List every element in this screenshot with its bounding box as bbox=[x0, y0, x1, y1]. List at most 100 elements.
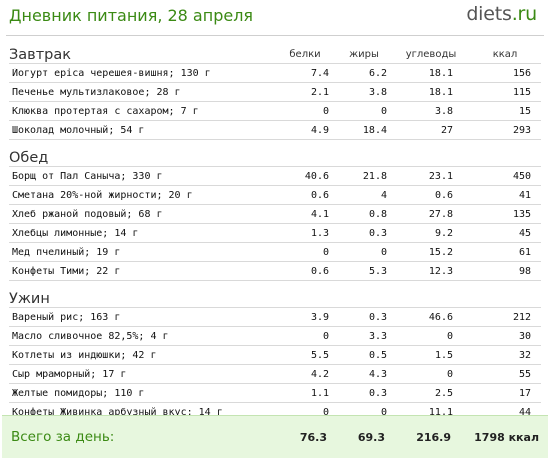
site-logo[interactable]: diets.ru bbox=[466, 3, 537, 25]
food-kcal: 15 bbox=[518, 105, 531, 117]
food-kcal: 30 bbox=[518, 330, 531, 342]
food-carbs: 27.8 bbox=[428, 208, 453, 220]
food-protein: 0.6 bbox=[310, 189, 329, 201]
food-kcal: 55 bbox=[518, 368, 531, 380]
food-fat: 0.3 bbox=[368, 227, 387, 239]
meal-section: Завтрак белки жиры углеводы ккал Йогурт epica… bbox=[9, 41, 541, 140]
column-header-fat: жиры bbox=[349, 49, 379, 60]
food-row[interactable]: Желтые помидоры; 110 г 1.1 0.3 2.5 17 bbox=[9, 384, 541, 403]
food-protein: 0 bbox=[322, 246, 329, 258]
meal-title: Завтрак bbox=[9, 47, 72, 63]
food-carbs: 0 bbox=[446, 368, 453, 380]
food-protein: 7.4 bbox=[310, 67, 329, 79]
totals-bar: Всего за день: 76.3 69.3 216.9 1798 ккал bbox=[2, 415, 548, 458]
food-fat: 18.4 bbox=[362, 124, 387, 136]
total-kcal: 1798 ккал bbox=[474, 430, 539, 444]
total-protein: 76.3 bbox=[299, 430, 327, 444]
food-row[interactable]: Печенье мультизлаковое; 28 г 2.1 3.8 18.1 11… bbox=[9, 83, 541, 102]
food-protein: 5.5 bbox=[310, 349, 329, 361]
food-row[interactable]: Хлебцы лимонные; 14 г 1.3 0.3 9.2 45 bbox=[9, 224, 541, 243]
header-divider bbox=[6, 35, 544, 36]
food-protein: 4.2 bbox=[310, 368, 329, 380]
food-kcal: 450 bbox=[512, 170, 531, 182]
food-kcal: 17 bbox=[518, 387, 531, 399]
food-name: Желтые помидоры; 110 г bbox=[12, 387, 145, 399]
page-title: Дневник питания, 28 апреля bbox=[9, 6, 254, 25]
food-carbs: 9.2 bbox=[434, 227, 453, 239]
food-row[interactable]: Масло сливочное 82,5%; 4 г 0 3.3 0 30 bbox=[9, 327, 541, 346]
food-carbs: 2.5 bbox=[434, 387, 453, 399]
food-name: Хлеб ржаной подовый; 68 г bbox=[12, 208, 163, 220]
food-kcal: 212 bbox=[512, 311, 531, 323]
food-carbs: 11.1 bbox=[428, 406, 453, 418]
column-header-carbs: углеводы bbox=[405, 49, 457, 60]
food-fat: 0.5 bbox=[368, 349, 387, 361]
meal-header: Завтрак белки жиры углеводы ккал bbox=[9, 41, 541, 63]
total-carbs: 216.9 bbox=[416, 430, 451, 444]
food-name: Масло сливочное 82,5%; 4 г bbox=[12, 330, 169, 342]
food-name: Борщ от Пал Саныча; 330 г bbox=[12, 170, 163, 182]
totals-label: Всего за день: bbox=[11, 429, 115, 445]
food-carbs: 0 bbox=[446, 330, 453, 342]
food-name: Шоколад молочный; 54 г bbox=[12, 124, 145, 136]
food-name: Печенье мультизлаковое; 28 г bbox=[12, 86, 181, 98]
food-fat: 0 bbox=[380, 105, 387, 117]
food-row[interactable]: Йогурт epica черешея-вишня; 130 г 7.4 6.2 1… bbox=[9, 63, 541, 83]
food-carbs: 12.3 bbox=[428, 265, 453, 277]
food-carbs: 15.2 bbox=[428, 246, 453, 258]
food-kcal: 44 bbox=[518, 406, 531, 418]
logo-main: diets bbox=[466, 3, 512, 25]
food-protein: 0 bbox=[322, 105, 329, 117]
food-name: Клюква протертая с сахаром; 7 г bbox=[12, 105, 199, 117]
food-row[interactable]: Борщ от Пал Саныча; 330 г 40.6 21.8 23.1 450 bbox=[9, 166, 541, 186]
food-fat: 3.3 bbox=[368, 330, 387, 342]
food-protein: 40.6 bbox=[304, 170, 329, 182]
food-row[interactable]: Сметана 20%-ной жирности; 20 г 0.6 4 0.6 41 bbox=[9, 186, 541, 205]
food-carbs: 0.6 bbox=[434, 189, 453, 201]
food-fat: 3.8 bbox=[368, 86, 387, 98]
food-name: Конфеты Тими; 22 г bbox=[12, 265, 121, 277]
food-name: Йогурт epica черешея-вишня; 130 г bbox=[12, 67, 211, 79]
food-kcal: 115 bbox=[512, 86, 531, 98]
column-header-kcal: ккал bbox=[492, 49, 518, 60]
food-protein: 4.9 bbox=[310, 124, 329, 136]
page-header: Дневник питания, 28 апреля diets.ru bbox=[0, 0, 550, 34]
food-carbs: 18.1 bbox=[428, 86, 453, 98]
meal-title: Обед bbox=[9, 150, 49, 166]
meal-title: Ужин bbox=[9, 291, 50, 307]
food-protein: 3.9 bbox=[310, 311, 329, 323]
total-fat: 69.3 bbox=[357, 430, 385, 444]
food-carbs: 3.8 bbox=[434, 105, 453, 117]
meal-section: Ужин Вареный рис; 163 г 3.9 0.3 46.6 212 Масло… bbox=[9, 285, 541, 422]
logo-suffix: .ru bbox=[511, 3, 537, 25]
food-carbs: 1.5 bbox=[434, 349, 453, 361]
food-row[interactable]: Клюква протертая с сахаром; 7 г 0 0 3.8 15 bbox=[9, 102, 541, 121]
column-header-protein: белки bbox=[289, 49, 321, 60]
meal-header: Ужин bbox=[9, 285, 541, 307]
food-fat: 0 bbox=[380, 406, 387, 418]
food-row[interactable]: Сыр мраморный; 17 г 4.2 4.3 0 55 bbox=[9, 365, 541, 384]
food-row[interactable]: Мед пчелиный; 19 г 0 0 15.2 61 bbox=[9, 243, 541, 262]
food-name: Сметана 20%-ной жирности; 20 г bbox=[12, 189, 193, 201]
food-name: Сыр мраморный; 17 г bbox=[12, 368, 127, 380]
food-fat: 0.3 bbox=[368, 311, 387, 323]
food-row[interactable]: Вареный рис; 163 г 3.9 0.3 46.6 212 bbox=[9, 307, 541, 327]
meals-table: Завтрак белки жиры углеводы ккал Йогурт epica… bbox=[9, 41, 541, 426]
food-row[interactable]: Конфеты Тими; 22 г 0.6 5.3 12.3 98 bbox=[9, 262, 541, 281]
food-kcal: 135 bbox=[512, 208, 531, 220]
food-name: Мед пчелиный; 19 г bbox=[12, 246, 121, 258]
food-protein: 0.6 bbox=[310, 265, 329, 277]
meal-section: Обед Борщ от Пал Саныча; 330 г 40.6 21.8 23.… bbox=[9, 144, 541, 281]
food-fat: 5.3 bbox=[368, 265, 387, 277]
food-row[interactable]: Шоколад молочный; 54 г 4.9 18.4 27 293 bbox=[9, 121, 541, 140]
food-row[interactable]: Котлеты из индюшки; 42 г 5.5 0.5 1.5 32 bbox=[9, 346, 541, 365]
food-fat: 0.3 bbox=[368, 387, 387, 399]
food-carbs: 23.1 bbox=[428, 170, 453, 182]
food-row[interactable]: Хлеб ржаной подовый; 68 г 4.1 0.8 27.8 135 bbox=[9, 205, 541, 224]
food-fat: 0.8 bbox=[368, 208, 387, 220]
food-kcal: 41 bbox=[518, 189, 531, 201]
meal-header: Обед bbox=[9, 144, 541, 166]
food-name: Котлеты из индюшки; 42 г bbox=[12, 349, 157, 361]
food-carbs: 27 bbox=[440, 124, 453, 136]
food-kcal: 293 bbox=[512, 124, 531, 136]
